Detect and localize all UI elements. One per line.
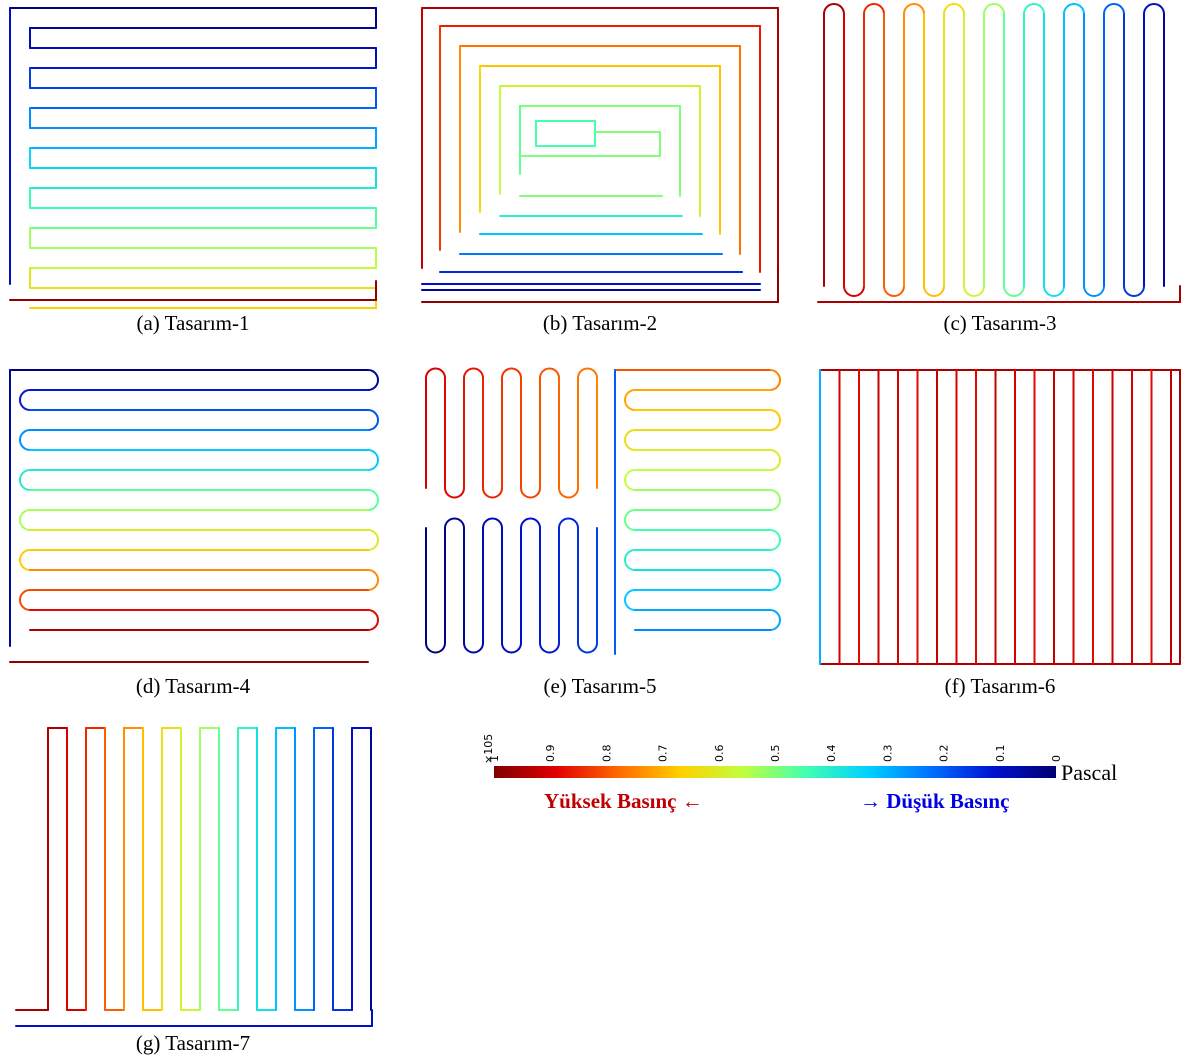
- design-3-diagram: [817, 3, 1182, 306]
- channel-bend: [983, 3, 1005, 15]
- channel-bend: [482, 487, 503, 499]
- colorbar-tick-label: 1: [488, 755, 501, 762]
- channel-bend: [539, 367, 560, 379]
- channel-bend: [769, 569, 781, 591]
- channel-bend: [923, 285, 945, 297]
- channel-bend: [963, 285, 985, 297]
- high-pressure-label: Yüksek Basınç ←: [544, 789, 703, 814]
- channel-bend: [444, 487, 465, 499]
- channel-bend: [367, 529, 379, 551]
- channel-bend: [367, 449, 379, 471]
- colorbar-tick-label: 0.7: [657, 745, 670, 763]
- design-4-diagram: [8, 368, 380, 666]
- pressure-colorbar: 1 0.9 0.8 0.7 0.6 0.5 0.4 0.3 0.2 0.1 0 ×105: [482, 734, 1063, 778]
- channel-bend: [558, 517, 579, 529]
- design-2-diagram: [420, 6, 780, 306]
- channel-bend: [501, 642, 522, 654]
- colorbar-tick-label: 0.2: [938, 745, 951, 763]
- channel-bend: [501, 367, 522, 379]
- colorbar-tick-label: 0.4: [825, 745, 838, 763]
- channel-bend: [19, 469, 31, 491]
- design-1-diagram: [8, 6, 378, 309]
- colorbar-tick-label: 0.8: [600, 745, 613, 763]
- design-4-caption: (d) Tasarım-4: [135, 674, 251, 698]
- design-6-caption: (f) Tasarım-6: [944, 674, 1056, 698]
- channel-bend: [624, 429, 636, 451]
- channel-bend: [520, 517, 541, 529]
- design-2-caption: (b) Tasarım-2: [542, 311, 658, 335]
- design-7-diagram: [14, 726, 374, 1028]
- channel-bend: [444, 517, 465, 529]
- channel-bend: [463, 642, 484, 654]
- colorbar-tick-label: 0.9: [544, 745, 557, 763]
- channel-bend: [1143, 3, 1165, 15]
- colorbar-tick-label: 0.6: [713, 745, 726, 763]
- design-1-caption: (a) Tasarım-1: [136, 311, 250, 335]
- channel-bend: [769, 609, 781, 631]
- channel-bend: [539, 642, 560, 654]
- channel-bend: [1023, 3, 1045, 15]
- design-6-diagram: [818, 368, 1182, 666]
- channel-bend: [624, 509, 636, 531]
- left-arrow-icon: ←: [681, 789, 703, 813]
- right-arrow-icon: →: [860, 789, 881, 813]
- channel-bend: [19, 549, 31, 571]
- channel-bend: [520, 487, 541, 499]
- colorbar-multiplier: ×105: [482, 734, 495, 764]
- design-3-caption: (c) Tasarım-3: [943, 311, 1057, 335]
- channel-bend: [367, 409, 379, 431]
- channel-bend: [425, 642, 446, 654]
- low-pressure-label: → Düşük Basınç: [860, 789, 1009, 814]
- channel-bend: [823, 3, 845, 15]
- channel-bend: [863, 3, 885, 15]
- channel-bend: [624, 389, 636, 411]
- channel-bend: [624, 549, 636, 571]
- channel-bend: [558, 487, 579, 499]
- low-pressure-text: Düşük Basınç: [886, 789, 1010, 813]
- channel-bend: [367, 569, 379, 591]
- channel-bend: [769, 409, 781, 431]
- high-pressure-text: Yüksek Basınç: [544, 789, 677, 813]
- channel-bend: [1003, 285, 1025, 297]
- colorbar-tick-label: 0.5: [769, 745, 782, 763]
- channel-bend: [367, 609, 379, 631]
- channel-bend: [367, 489, 379, 511]
- design-5-caption: (e) Tasarım-5: [543, 674, 657, 698]
- design-7-caption: (g) Tasarım-7: [135, 1031, 251, 1055]
- channel-bend: [19, 589, 31, 611]
- channel-bend: [769, 449, 781, 471]
- colorbar-gradient: [494, 766, 1056, 778]
- design-5-diagram: [420, 367, 781, 656]
- colorbar-tick-label: 0.1: [994, 745, 1007, 763]
- channel-bend: [903, 3, 925, 15]
- channel-bend: [883, 285, 905, 297]
- colorbar-tick-label: 0.3: [881, 745, 894, 763]
- channel-bend: [943, 3, 965, 15]
- colorbar-unit: Pascal: [1061, 760, 1118, 785]
- channel-bend: [1043, 285, 1065, 297]
- channel-bend: [769, 529, 781, 551]
- channel-bend: [19, 509, 31, 531]
- channel-bend: [425, 367, 446, 379]
- channel-bend: [1103, 3, 1125, 15]
- channel-bend: [367, 369, 379, 391]
- channel-bend: [577, 367, 598, 379]
- channel-bend: [482, 517, 503, 529]
- channel-bend: [1083, 285, 1105, 297]
- channel-bend: [769, 369, 781, 391]
- channel-bend: [624, 469, 636, 491]
- channel-bend: [463, 367, 484, 379]
- channel-bend: [19, 429, 31, 451]
- channel-bend: [624, 589, 636, 611]
- channel-bend: [1063, 3, 1085, 15]
- channel-bend: [1123, 285, 1145, 297]
- channel-bend: [19, 389, 31, 411]
- colorbar-tick-label: 0: [1050, 755, 1063, 762]
- channel-bend: [843, 285, 865, 297]
- channel-bend: [577, 642, 598, 654]
- channel-bend: [769, 489, 781, 511]
